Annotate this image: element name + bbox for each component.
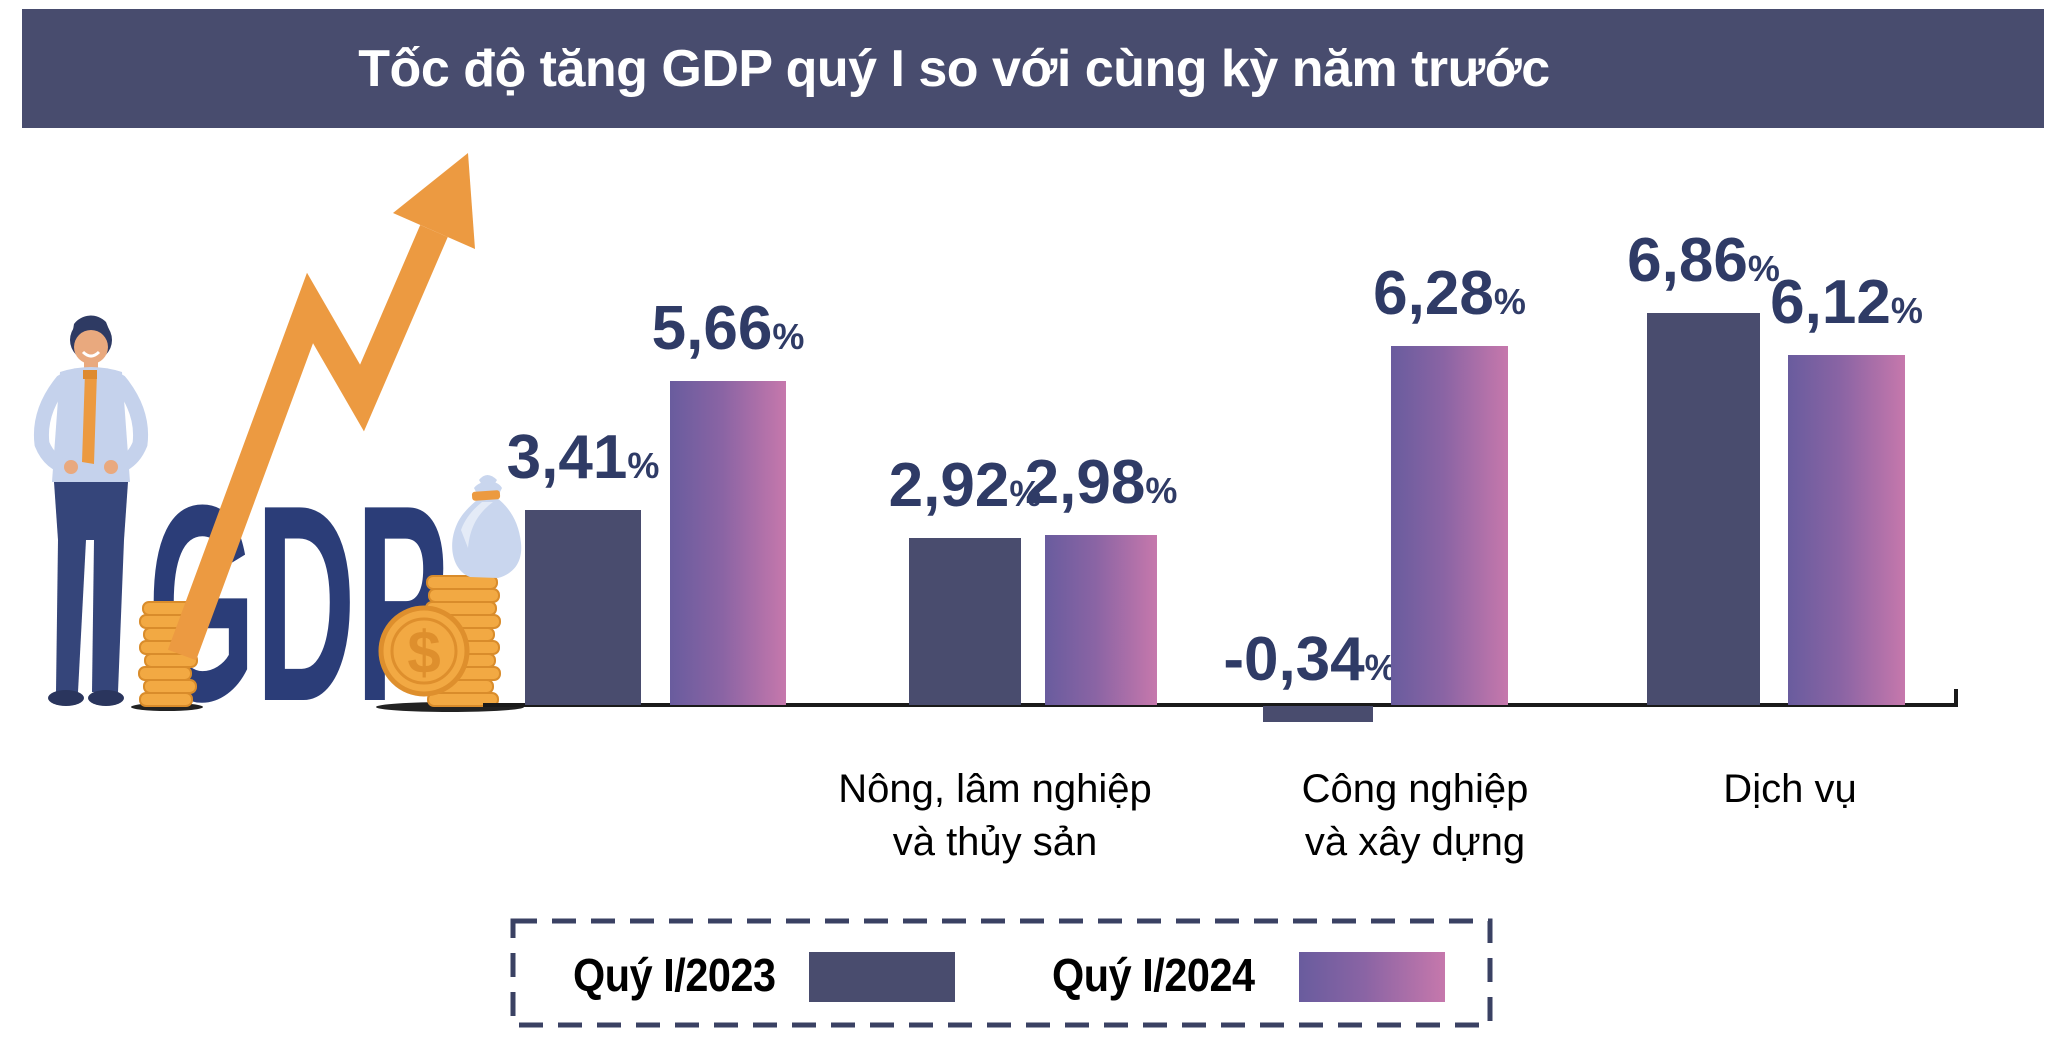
percent-sign: % bbox=[1890, 290, 1923, 331]
bar-q1-2024-group1 bbox=[670, 381, 786, 705]
money-bag-icon bbox=[452, 475, 522, 578]
legend-swatch-2023 bbox=[809, 952, 955, 1002]
legend-swatch-2024 bbox=[1299, 952, 1445, 1002]
gdp-illustration: GDP bbox=[33, 153, 524, 720]
category-label-line: và thủy sản bbox=[892, 820, 1098, 864]
value-label-q1-2023-group2: 2,92% bbox=[889, 455, 1042, 525]
value-label-q1-2023-group3: -0,34% bbox=[1223, 629, 1396, 699]
value-label-q1-2023-group4: 6,86% bbox=[1627, 230, 1780, 300]
value-digits: 6,12 bbox=[1770, 268, 1891, 337]
value-digits: 5,66 bbox=[651, 294, 773, 363]
businessman-icon bbox=[33, 315, 149, 706]
value-label-q1-2024-group3: 6,28% bbox=[1373, 263, 1526, 333]
value-digits: -0,34 bbox=[1223, 625, 1365, 694]
percent-sign: % bbox=[772, 316, 805, 357]
value-label-q1-2023-group1: 3,41% bbox=[507, 427, 660, 497]
category-label-group2: Nông, lâm nghiệp và thủy sản bbox=[838, 763, 1152, 869]
bar-q1-2024-group2 bbox=[1045, 535, 1157, 705]
legend-label-2024: Quý I/2024 bbox=[1052, 949, 1255, 1001]
bar-q1-2023-group1 bbox=[525, 510, 641, 705]
page-title: Tốc độ tăng GDP quý I so với cùng kỳ năm… bbox=[358, 39, 1550, 98]
value-label-q1-2024-group2: 2,98% bbox=[1025, 452, 1178, 522]
value-label-q1-2024-group4: 6,12% bbox=[1770, 272, 1923, 342]
svg-text:$: $ bbox=[407, 619, 440, 686]
x-axis-end-tick bbox=[1954, 689, 1958, 707]
percent-sign: % bbox=[1145, 470, 1178, 511]
percent-sign: % bbox=[1747, 248, 1780, 289]
bar-q1-2023-group3 bbox=[1263, 706, 1373, 722]
x-axis-line bbox=[483, 703, 1958, 707]
value-label-q1-2024-group1: 5,66% bbox=[652, 298, 805, 368]
value-digits: 2,92 bbox=[888, 451, 1010, 520]
bar-q1-2024-group4 bbox=[1788, 355, 1905, 705]
category-label-line: và xây dựng bbox=[1304, 820, 1526, 864]
percent-sign: % bbox=[1009, 473, 1042, 514]
percent-sign: % bbox=[1493, 281, 1526, 322]
category-label-line: Công nghiệp bbox=[1301, 767, 1529, 811]
bar-q1-2023-group4 bbox=[1647, 313, 1760, 705]
value-digits: 6,86 bbox=[1627, 226, 1748, 295]
title-bar: Tốc độ tăng GDP quý I so với cùng kỳ năm… bbox=[22, 9, 2044, 128]
growth-arrow-icon bbox=[167, 153, 475, 661]
category-label-group3: Công nghiệp và xây dựng bbox=[1302, 763, 1529, 869]
dollar-coin-icon: $ bbox=[378, 605, 470, 697]
category-label-group4: Dịch vụ bbox=[1723, 763, 1856, 816]
legend-border bbox=[510, 918, 1493, 1028]
bar-q1-2024-group3 bbox=[1391, 346, 1508, 705]
bar-q1-2023-group2 bbox=[909, 538, 1021, 705]
value-digits: 6,28 bbox=[1373, 259, 1494, 328]
percent-sign: % bbox=[627, 445, 660, 486]
value-digits: 2,98 bbox=[1024, 448, 1146, 517]
legend-label-2023: Quý I/2023 bbox=[573, 949, 776, 1001]
category-label-line: Dịch vụ bbox=[1723, 767, 1857, 811]
category-label-line: Nông, lâm nghiệp bbox=[838, 767, 1152, 811]
value-digits: 3,41 bbox=[506, 423, 628, 492]
